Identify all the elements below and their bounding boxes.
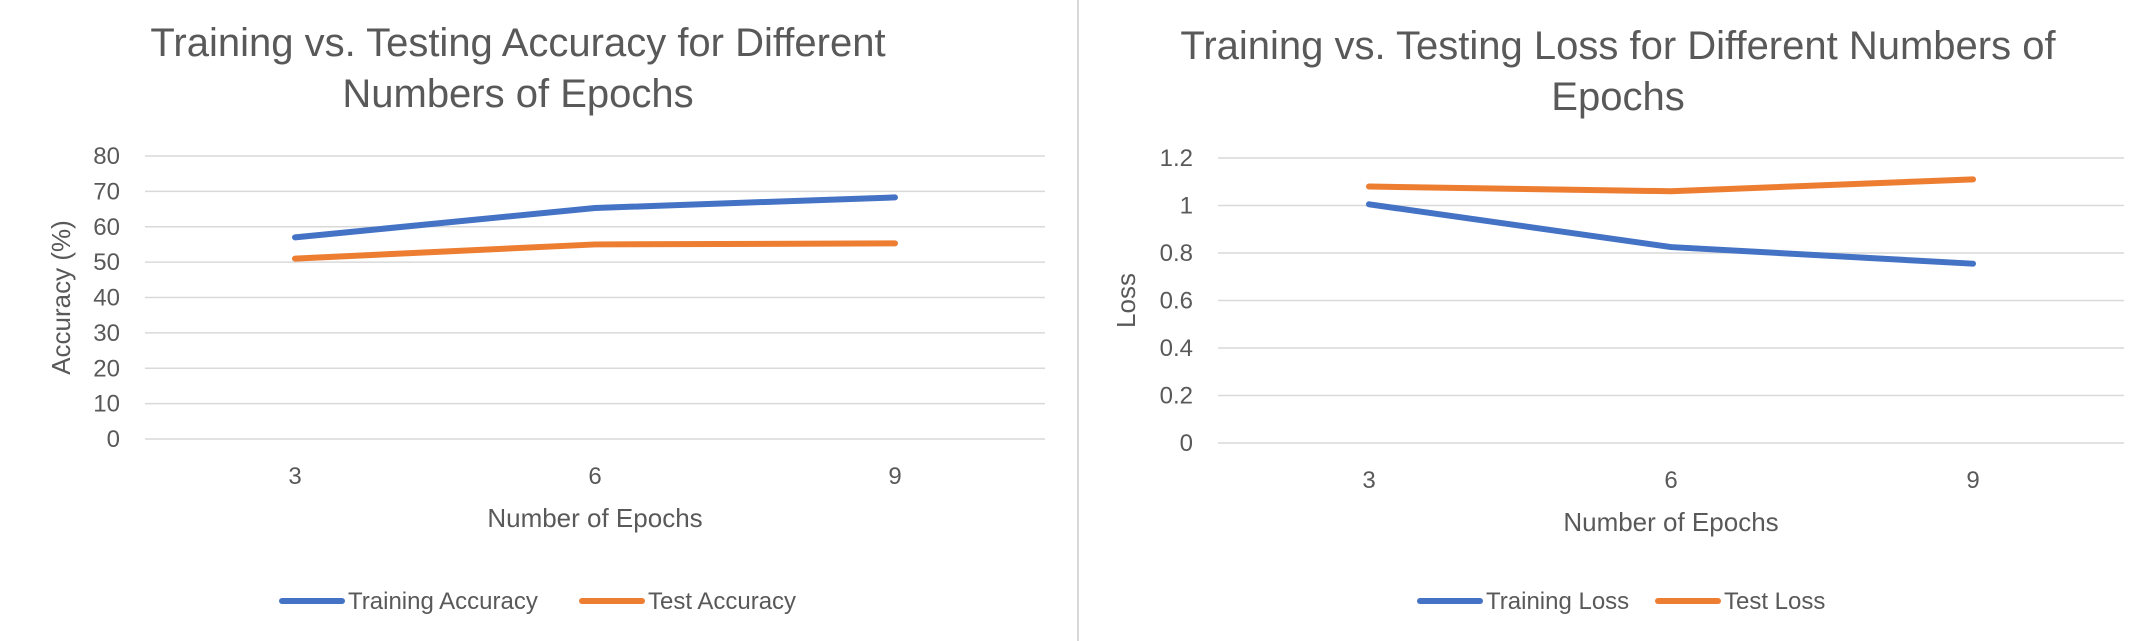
accuracy-y-tick-label: 50 bbox=[93, 249, 120, 276]
accuracy-chart: Training vs. Testing Accuracy for Differ… bbox=[46, 21, 1045, 615]
loss-legend-label: Test Loss bbox=[1724, 588, 1825, 615]
accuracy-y-axis-label: Accuracy (%) bbox=[46, 220, 76, 375]
loss-chart-title-line: Training vs. Testing Loss for Different … bbox=[1180, 24, 2056, 68]
accuracy-y-tick-label: 40 bbox=[93, 285, 120, 312]
loss-y-tick-label: 1.2 bbox=[1160, 145, 1193, 172]
accuracy-x-tick-label: 9 bbox=[888, 463, 901, 490]
accuracy-y-tick-label: 60 bbox=[93, 214, 120, 241]
loss-x-tick-label: 6 bbox=[1664, 467, 1677, 494]
loss-series-line-test bbox=[1366, 176, 1976, 195]
loss-y-tick-label: 0.4 bbox=[1160, 335, 1193, 362]
loss-y-tick-label: 0.2 bbox=[1160, 383, 1193, 410]
loss-chart: Training vs. Testing Loss for Different … bbox=[1111, 24, 2124, 615]
loss-legend-label: Training Loss bbox=[1486, 588, 1629, 615]
accuracy-legend-label: Test Accuracy bbox=[648, 588, 796, 615]
accuracy-chart-title-line: Training vs. Testing Accuracy for Differ… bbox=[150, 21, 885, 65]
accuracy-y-tick-label: 20 bbox=[93, 355, 120, 382]
accuracy-series-line-test bbox=[292, 240, 898, 262]
accuracy-y-tick-label: 70 bbox=[93, 178, 120, 205]
loss-x-tick-label: 9 bbox=[1966, 467, 1979, 494]
loss-y-tick-label: 1 bbox=[1180, 193, 1193, 220]
loss-x-axis-label: Number of Epochs bbox=[1563, 507, 1778, 537]
loss-x-tick-label: 3 bbox=[1362, 467, 1375, 494]
accuracy-series-line-training bbox=[292, 194, 898, 241]
accuracy-y-tick-label: 80 bbox=[93, 143, 120, 170]
accuracy-y-tick-label: 0 bbox=[107, 426, 120, 453]
loss-y-tick-label: 0.6 bbox=[1160, 288, 1193, 315]
accuracy-x-axis-label: Number of Epochs bbox=[487, 503, 702, 533]
loss-y-tick-label: 0.8 bbox=[1160, 240, 1193, 267]
accuracy-y-tick-label: 30 bbox=[93, 320, 120, 347]
loss-series-line-training bbox=[1366, 201, 1976, 267]
accuracy-chart-title-line: Numbers of Epochs bbox=[342, 72, 693, 116]
loss-y-tick-label: 0 bbox=[1180, 430, 1193, 457]
loss-y-axis-label: Loss bbox=[1111, 273, 1141, 328]
chart-divider bbox=[1077, 0, 1079, 641]
accuracy-y-tick-label: 10 bbox=[93, 391, 120, 418]
accuracy-x-tick-label: 3 bbox=[288, 463, 301, 490]
accuracy-x-tick-label: 6 bbox=[588, 463, 601, 490]
accuracy-legend-label: Training Accuracy bbox=[348, 588, 538, 615]
loss-chart-title-line: Epochs bbox=[1551, 75, 1684, 119]
